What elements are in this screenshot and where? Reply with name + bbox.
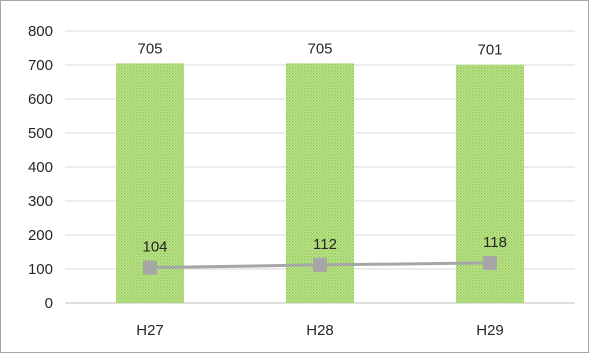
x-tick-label: H29 [476, 322, 504, 339]
line-series [143, 255, 497, 275]
line-data-label: 112 [313, 236, 337, 253]
line-data-label: 104 [142, 239, 167, 256]
y-tick-label: 500 [28, 125, 53, 142]
y-tick-label: 0 [45, 295, 53, 312]
y-tick-label: 100 [28, 261, 53, 278]
labels: 0 100 200 300 400 500 600 700 800 705 705 701 104 112… [28, 23, 507, 339]
line-marker [143, 260, 157, 275]
y-tick-label: 200 [28, 227, 53, 244]
bar-data-label: 705 [307, 40, 332, 57]
bar-data-label: 701 [477, 42, 502, 59]
line-marker [313, 257, 327, 272]
y-tick-label: 400 [28, 159, 53, 176]
x-tick-label: H27 [136, 322, 164, 339]
line-data-label: 118 [483, 234, 507, 251]
bar-data-label: 705 [137, 40, 162, 57]
x-tick-label: H28 [306, 322, 334, 339]
y-tick-label: 600 [28, 91, 53, 108]
y-tick-label: 300 [28, 193, 53, 210]
line-marker [483, 255, 497, 270]
y-tick-label: 800 [28, 23, 53, 40]
y-tick-label: 700 [28, 57, 53, 74]
